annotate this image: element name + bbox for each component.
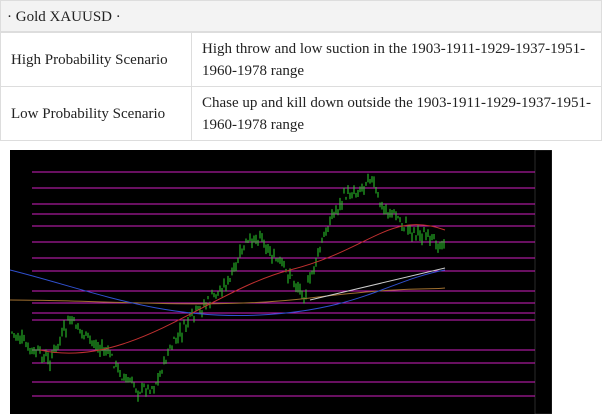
moving-average bbox=[10, 287, 446, 305]
chart-background bbox=[10, 150, 552, 414]
moving-average bbox=[10, 269, 446, 317]
moving-average bbox=[39, 224, 446, 354]
table-cell: High Probability Scenario bbox=[0, 32, 192, 87]
header-title: · Gold XAUUSD · bbox=[0, 0, 602, 32]
scenario-table: High Probability Scenario High throw and… bbox=[0, 32, 602, 141]
table-cell: High throw and low suction in the 1903-1… bbox=[191, 32, 602, 87]
chart-image bbox=[10, 150, 552, 414]
table-cell: Low Probability Scenario bbox=[0, 86, 192, 141]
price-axis bbox=[534, 150, 552, 414]
table-row: Low Probability Scenario Chase up and ki… bbox=[0, 86, 602, 141]
table-row: High Probability Scenario High throw and… bbox=[0, 32, 602, 87]
trend-line bbox=[309, 267, 446, 301]
table-cell: Chase up and kill down outside the 1903-… bbox=[191, 86, 602, 141]
